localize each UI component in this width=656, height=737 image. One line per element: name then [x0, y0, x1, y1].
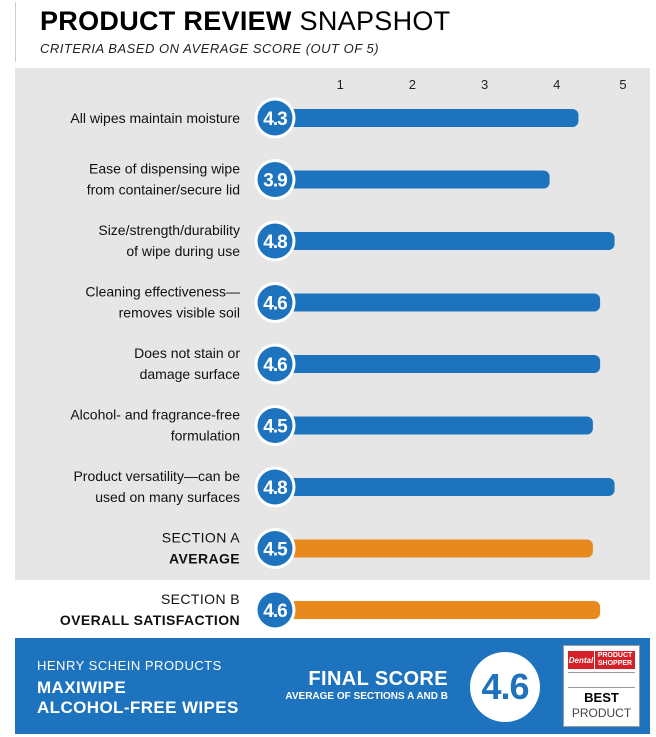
product-name-line2: ALCOHOL-FREE WIPES — [37, 698, 239, 717]
bar — [275, 109, 579, 127]
page-title: PRODUCT REVIEW SNAPSHOT — [40, 6, 450, 37]
category-label: used on many surfaces — [95, 489, 240, 505]
badge-brand2-line1: PRODUCT — [597, 652, 633, 659]
value-circle — [257, 223, 293, 259]
final-score-footer: HENRY SCHEIN PRODUCTS MAXIWIPE ALCOHOL-F… — [15, 638, 650, 734]
category-label: Does not stain or — [134, 345, 240, 361]
category-label: damage surface — [140, 366, 241, 382]
page-subtitle: CRITERIA BASED ON AVERAGE SCORE (OUT OF … — [40, 41, 380, 56]
bar — [275, 416, 593, 435]
badge-line2: PRODUCT — [571, 706, 632, 720]
value-circle — [257, 346, 293, 382]
badge-divider — [568, 672, 635, 688]
title-bold: PRODUCT REVIEW — [40, 6, 292, 36]
score-bar-chart: 1 2 3 4 5 4.3 All wipes maintain moisture 3.9 Ea… — [59, 77, 627, 628]
value-circle — [257, 285, 293, 320]
data-label: 3.9 — [263, 171, 287, 192]
data-label: 4.6 — [263, 355, 287, 376]
category-label: SECTION A — [162, 530, 241, 546]
x-tick-label: 1 — [337, 77, 344, 92]
bar — [275, 601, 601, 619]
category-label: removes visible soil — [119, 305, 240, 321]
data-label: 4.5 — [263, 540, 288, 561]
data-label: 4.8 — [263, 232, 287, 253]
data-label: 4.5 — [263, 417, 288, 438]
category-label: from container/secure lid — [87, 182, 240, 198]
data-label: 4.6 — [263, 294, 287, 315]
data-label: 4.6 — [263, 601, 287, 622]
category-label: Alcohol- and fragrance-free — [70, 407, 240, 423]
product-name-line1: MAXIWIPE — [37, 678, 127, 697]
best-product-badge: Dental PRODUCT SHOPPER BEST PRODUCT — [563, 645, 640, 727]
final-score-title: FINAL SCORE — [308, 668, 448, 690]
bar — [275, 355, 601, 373]
category-label: Size/strength/durability — [98, 222, 240, 238]
category-label: Product versatility—can be — [73, 468, 240, 484]
badge-brand: Dental — [568, 651, 594, 669]
value-circle — [257, 469, 293, 505]
category-label: AVERAGE — [169, 551, 240, 567]
final-score-subtitle: AVERAGE OF SECTIONS A AND B — [285, 691, 448, 702]
header-divider — [15, 2, 16, 62]
category-label: Cleaning effectiveness— — [85, 284, 240, 300]
badge-logo: Dental PRODUCT SHOPPER — [568, 651, 635, 669]
x-tick-label: 3 — [481, 77, 488, 92]
value-circle — [257, 408, 293, 443]
x-tick-label: 4 — [553, 77, 560, 92]
category-label: SECTION B — [161, 591, 240, 607]
product-name: MAXIWIPE ALCOHOL-FREE WIPES — [37, 678, 239, 718]
final-score-value: 4.6 — [470, 652, 540, 722]
data-label: 4.8 — [263, 478, 287, 499]
value-circle — [257, 162, 293, 197]
category-label: OVERALL SATISFACTION — [60, 612, 240, 628]
value-circle — [257, 592, 293, 628]
bar — [275, 232, 615, 250]
data-label: 4.3 — [263, 109, 287, 130]
bar — [275, 170, 550, 189]
company-name: HENRY SCHEIN PRODUCTS — [37, 658, 222, 673]
category-label: of wipe during use — [126, 243, 240, 259]
value-circle — [257, 531, 293, 566]
bar — [275, 539, 593, 558]
x-tick-label: 5 — [619, 77, 626, 92]
category-label: All wipes maintain moisture — [70, 110, 240, 126]
badge-line1: BEST — [584, 690, 619, 705]
category-label: Ease of dispensing wipe — [89, 161, 240, 177]
value-circle — [257, 100, 293, 136]
x-tick-label: 2 — [409, 77, 416, 92]
bar — [275, 293, 601, 312]
title-light: SNAPSHOT — [299, 6, 451, 36]
bar — [275, 478, 615, 496]
badge-brand2: PRODUCT SHOPPER — [595, 651, 635, 669]
category-label: formulation — [171, 428, 240, 444]
badge-brand2-line2: SHOPPER — [597, 660, 633, 667]
